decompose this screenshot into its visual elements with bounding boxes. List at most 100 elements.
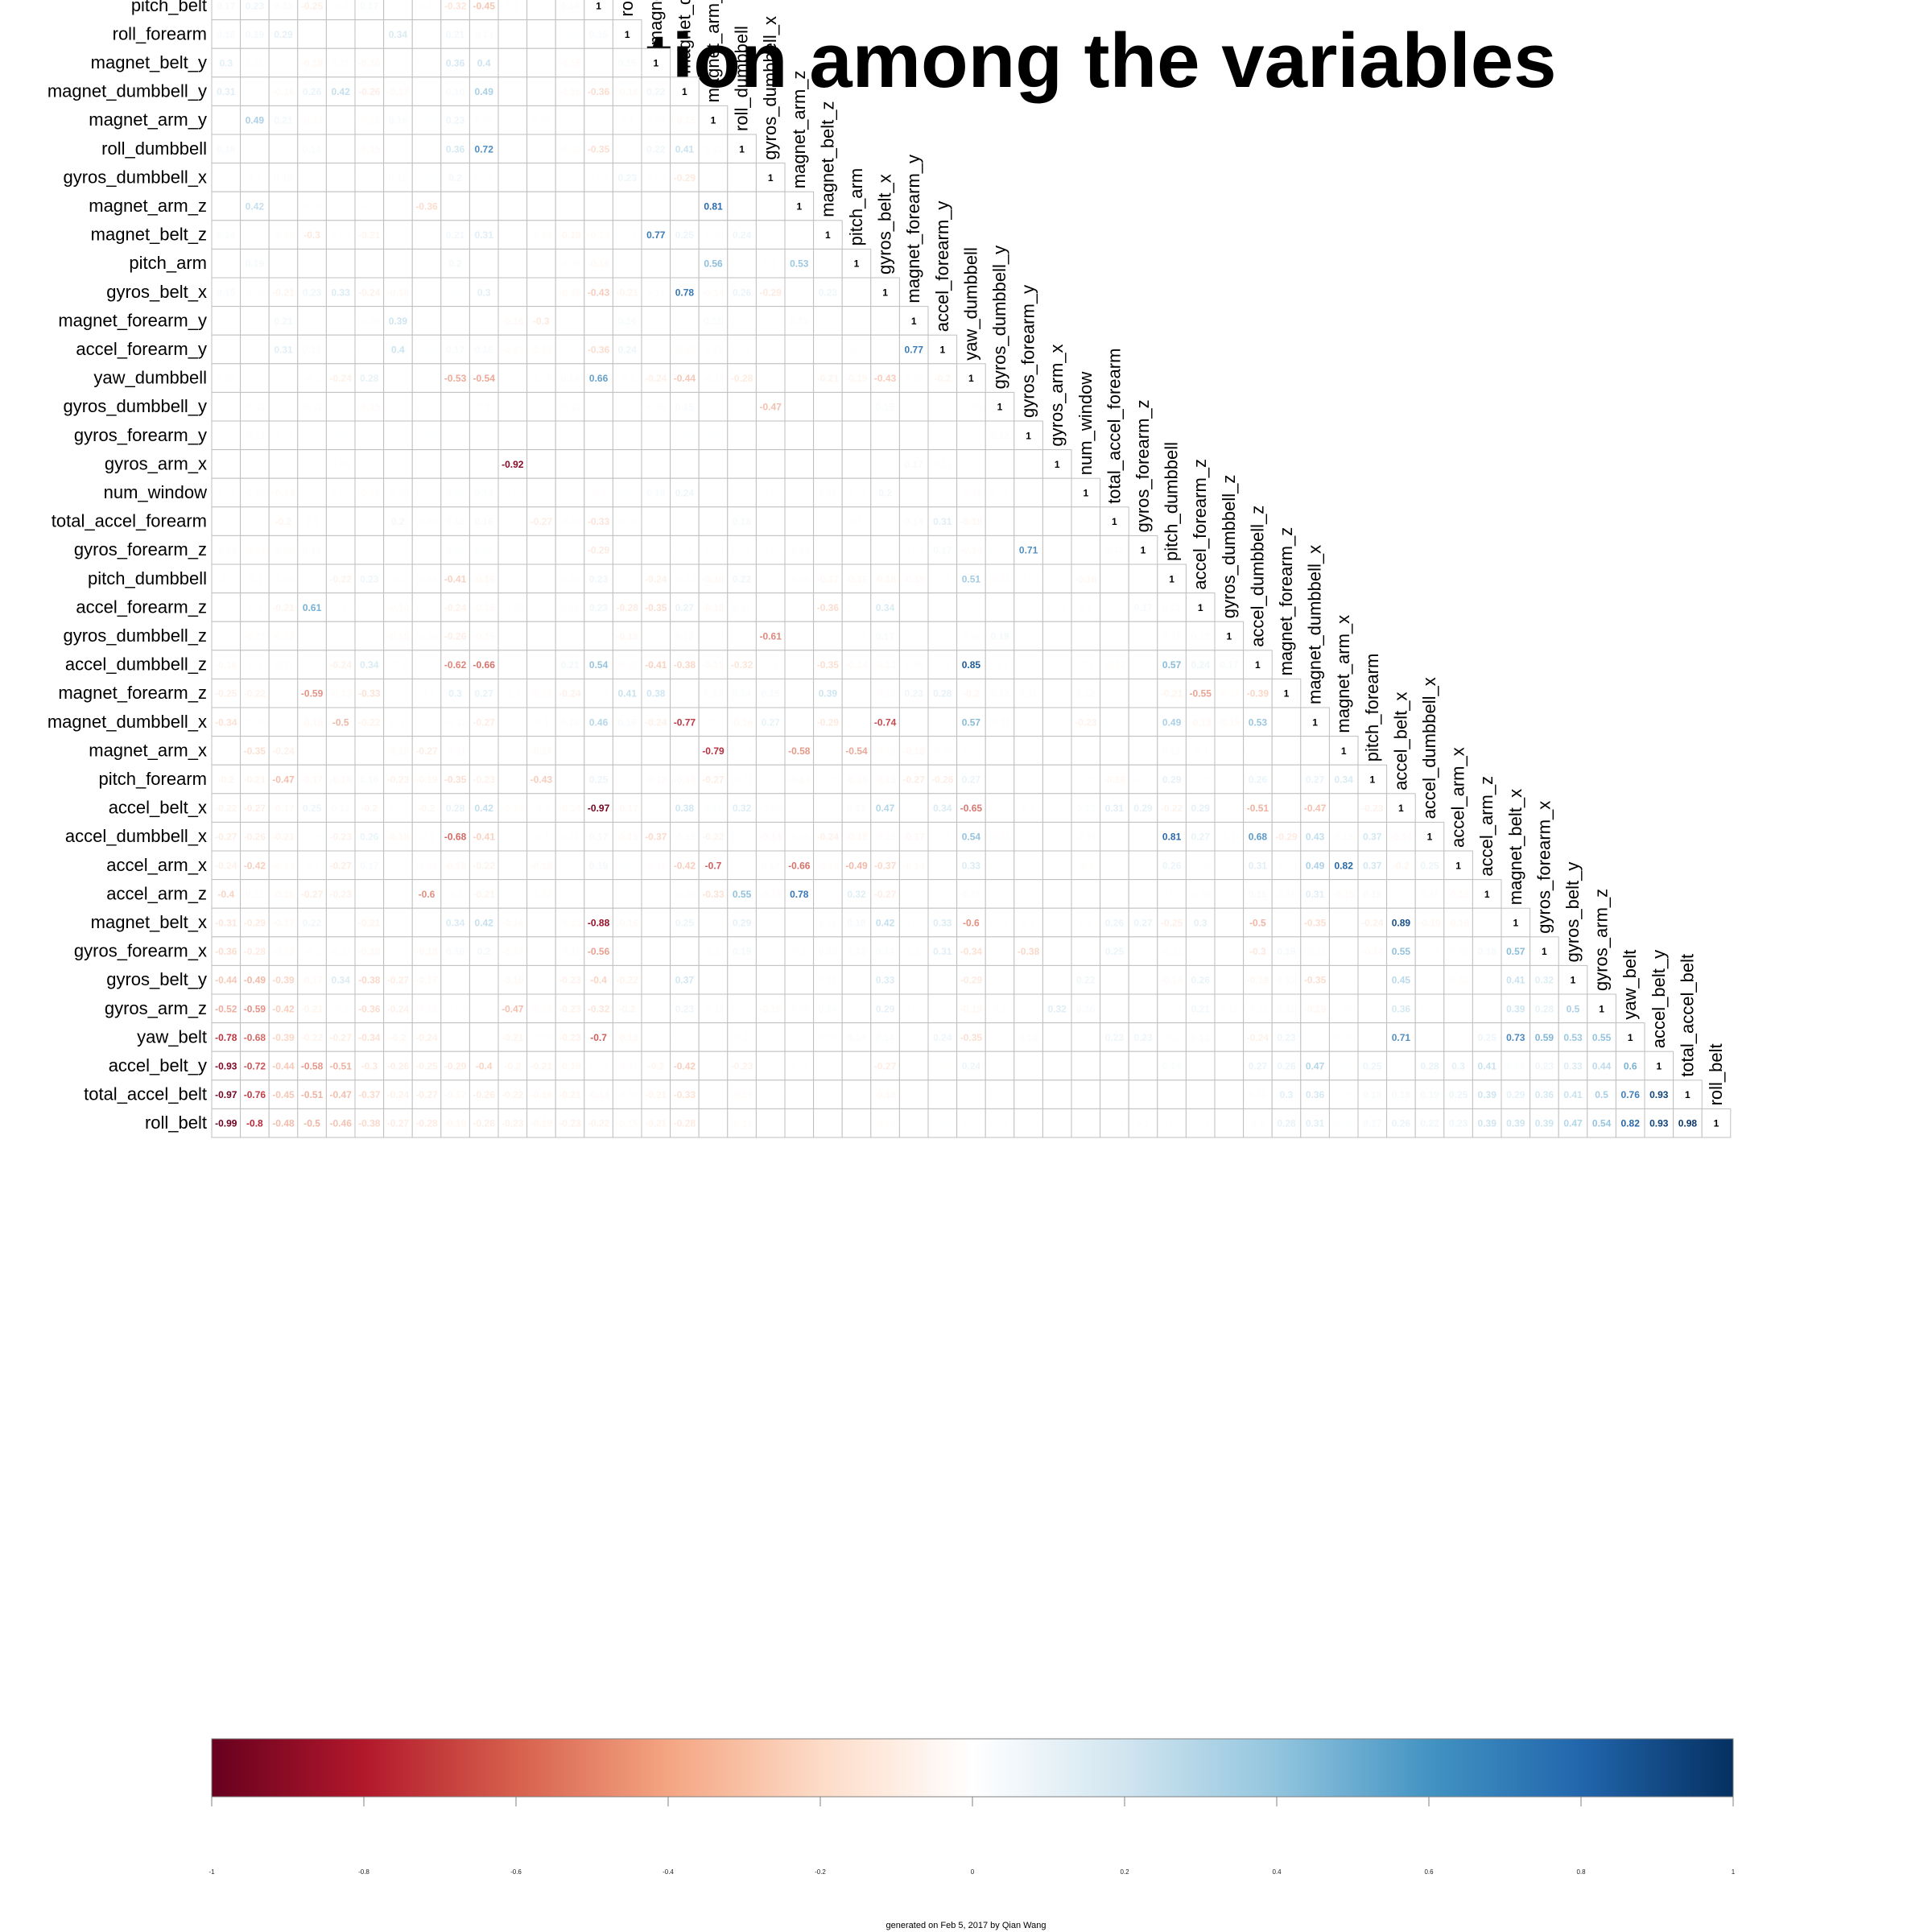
cell-value-label: 0.02 (532, 459, 551, 470)
cell-value-label: 0.82 (1335, 860, 1354, 871)
matrix-cell (755, 220, 786, 250)
cell-value-label: 0.02 (762, 918, 781, 929)
cell-value-label: 0.03 (532, 488, 551, 499)
cell-value-label: -0.25 (415, 1061, 438, 1072)
cell-value-label: -0.3 (1249, 946, 1266, 957)
cell-value-label: 0.02 (303, 488, 322, 499)
cell-value-label: 0.19 (589, 860, 609, 871)
cell-value-label: -0.12 (530, 1003, 553, 1014)
cell-value-label: -0.47 (1304, 803, 1327, 814)
cell-value-label: 0.16 (360, 774, 379, 786)
column-label: gyros_dumbbell_x (760, 16, 780, 160)
cell-value-label: 0.07 (1363, 1032, 1382, 1043)
cell-value-label: 1 (854, 258, 860, 270)
cell-value-label: -0.15 (387, 631, 410, 642)
cell-value-label: 0.03 (417, 143, 436, 155)
cell-value-label: 0.25 (1420, 860, 1439, 871)
matrix-cell (841, 449, 872, 479)
cell-value-label: 0.22 (646, 86, 666, 97)
cell-value-label: 0.09 (532, 115, 551, 126)
cell-value-label: 0.08 (360, 29, 379, 40)
cell-value-label: 0.08 (1133, 631, 1153, 642)
cell-value-label: 0.02 (1048, 803, 1067, 814)
cell-value-label: 0.02 (790, 918, 809, 929)
cell-value-label: 0.1 (707, 946, 720, 957)
cell-value-label: 0.17 (876, 631, 895, 642)
cell-value-label: 0.02 (790, 688, 809, 700)
cell-value-label: -0.07 (760, 459, 782, 470)
cell-value-label: 0.31 (475, 229, 494, 241)
colorbar-tick-label: 0.8 (1576, 1868, 1586, 1876)
cell-value-label: -0.42 (674, 860, 696, 871)
cell-value-label: -0.16 (330, 774, 353, 786)
cell-value-label: 0.12 (762, 860, 781, 871)
cell-value-label: 0.29 (274, 29, 293, 40)
cell-value-label: -0.16 (1075, 573, 1097, 584)
cell-value-label: 0.02 (733, 975, 752, 986)
cell-value-label: 0.4 (391, 345, 405, 356)
column-label: gyros_belt_y (1563, 862, 1583, 963)
cell-value-label: 0.01 (819, 545, 838, 556)
cell-value-label: 0.02 (1335, 803, 1354, 814)
cell-value-label: 0.02 (332, 258, 351, 270)
cell-value-label: 0.02 (389, 688, 408, 700)
cell-value-label: 0.01 (532, 430, 551, 441)
cell-value-label: 0.05 (618, 860, 638, 871)
cell-value-label: 0.02 (1363, 1003, 1382, 1014)
cell-value-label: 0.02 (933, 716, 952, 728)
cell-value-label: 0.02 (332, 172, 351, 184)
cell-value-label: -0.13 (530, 345, 553, 356)
row-label: num_window (104, 482, 208, 502)
cell-value-label: 0.02 (246, 316, 265, 327)
cell-value-label: -0.05 (215, 488, 237, 499)
cell-value-label: -0.39 (272, 975, 295, 986)
matrix-cell (670, 363, 700, 393)
cell-value-label: 0.07 (417, 58, 436, 69)
cell-value-label: 0.16 (618, 716, 638, 728)
cell-value-label: -0.38 (358, 1118, 381, 1129)
cell-value-label: 0.15 (1363, 889, 1382, 900)
matrix-cell (240, 19, 270, 49)
row-label: accel_arm_z (106, 883, 207, 903)
cell-value-label: 0.16 (446, 86, 465, 97)
row-label: gyros_dumbbell_y (63, 396, 207, 416)
cell-value-label: -0.23 (559, 975, 581, 986)
cell-value-label: -0.19 (444, 1118, 467, 1129)
cell-value-label: 0.26 (303, 86, 322, 97)
cell-value-label: 0.05 (1277, 745, 1296, 757)
cell-value-label: 0.01 (332, 345, 351, 356)
cell-value-label: 0.28 (933, 688, 952, 700)
cell-value-label: -0.07 (215, 430, 237, 441)
cell-value-label: 0.29 (1133, 803, 1153, 814)
cell-value-label: 0.72 (475, 143, 494, 155)
cell-value-label: 0.3 (1194, 918, 1208, 929)
cell-value-label: 0.09 (475, 545, 494, 556)
cell-value-label: 0.01 (1048, 545, 1067, 556)
matrix-cell (641, 248, 671, 279)
cell-value-label: -0.14 (1161, 975, 1183, 986)
matrix-cell (1013, 420, 1043, 451)
matrix-cell (211, 191, 242, 221)
row-label: accel_belt_x (109, 798, 207, 818)
cell-value-label: -0.05 (272, 430, 295, 441)
cell-value-label: -0.16 (588, 258, 610, 270)
cell-value-label: -0.15 (358, 143, 381, 155)
cell-value-label: 1 (1312, 716, 1318, 728)
matrix-cell (268, 449, 299, 479)
cell-value-label: 0.23 (819, 287, 838, 298)
matrix-cell (469, 334, 499, 365)
cell-value-label: -0.79 (702, 745, 724, 757)
cell-value-label: -0.06 (415, 602, 438, 613)
cell-value-label: 0.16 (475, 345, 494, 356)
cell-value-label: 0.08 (646, 172, 666, 184)
cell-value-label: 0.02 (1191, 946, 1211, 957)
cell-value-label: -0.21 (473, 889, 496, 900)
cell-value-label: -0.65 (960, 803, 983, 814)
cell-value-label: 0.29 (1506, 1089, 1525, 1100)
cell-value-label: -0.28 (617, 602, 639, 613)
cell-value-label: 0.02 (1048, 659, 1067, 671)
cell-value-label: 0.3 (477, 287, 491, 298)
cell-value-label: 0.43 (1306, 832, 1325, 843)
cell-value-label: 0.06 (389, 459, 408, 470)
cell-value-label: 0.12 (1277, 1003, 1296, 1014)
